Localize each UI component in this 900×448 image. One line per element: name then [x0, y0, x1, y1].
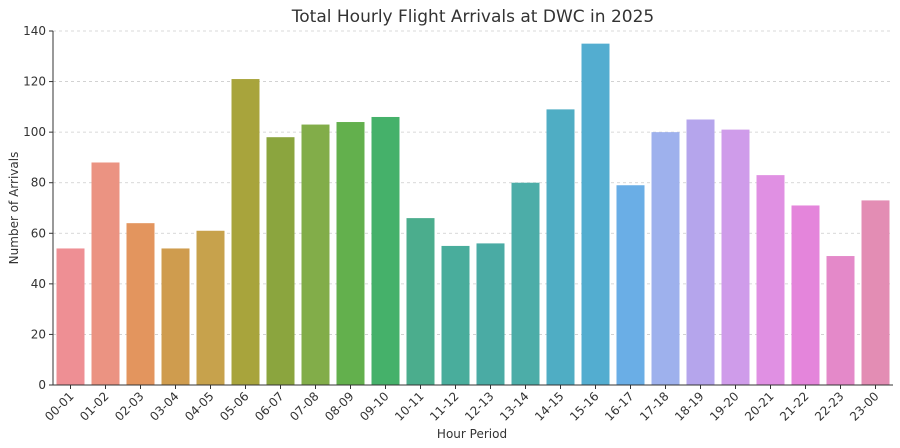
bar	[371, 116, 400, 385]
bar	[196, 230, 225, 385]
x-tick-label: 16-17	[602, 389, 637, 424]
bar	[511, 182, 540, 385]
bar	[861, 200, 890, 385]
x-tick-label: 22-23	[812, 389, 847, 424]
y-tick-label: 40	[31, 277, 46, 291]
bar	[406, 218, 435, 385]
y-tick-label: 120	[23, 75, 46, 89]
x-tick-label: 14-15	[532, 389, 567, 424]
x-tick-label: 15-16	[567, 389, 602, 424]
x-tick-label: 06-07	[252, 389, 287, 424]
bar	[686, 119, 715, 385]
bar	[651, 132, 680, 385]
x-tick-label: 12-13	[462, 389, 497, 424]
bar	[126, 223, 155, 385]
bar	[91, 162, 120, 385]
bar	[231, 79, 260, 386]
bar	[476, 243, 505, 385]
x-tick-label: 10-11	[392, 389, 427, 424]
x-tick-label: 03-04	[147, 389, 182, 424]
x-tick-label: 09-10	[357, 389, 392, 424]
x-tick-label: 07-08	[287, 389, 322, 424]
bar	[336, 122, 365, 386]
x-tick-label: 23-00	[847, 389, 882, 424]
bar	[301, 124, 330, 386]
x-tick-label: 01-02	[77, 389, 112, 424]
x-tick-label: 11-12	[427, 389, 462, 424]
x-tick-label: 19-20	[707, 389, 742, 424]
x-tick-label: 02-03	[112, 389, 147, 424]
x-axis-label: Hour Period	[437, 427, 507, 441]
x-tick-label: 04-05	[182, 389, 217, 424]
bar	[826, 256, 855, 385]
y-tick-label: 140	[23, 24, 46, 38]
bar	[616, 185, 645, 385]
x-tick-label: 18-19	[672, 389, 707, 424]
y-tick-label: 80	[31, 176, 46, 190]
x-tick-label: 00-01	[42, 389, 77, 424]
y-axis-label: Number of Arrivals	[7, 152, 21, 265]
x-tick-label: 08-09	[322, 389, 357, 424]
gridlines	[53, 30, 893, 335]
y-tick-label: 100	[23, 125, 46, 139]
x-tick-label: 05-06	[217, 389, 252, 424]
bar	[266, 137, 295, 385]
bars	[56, 43, 890, 386]
bar	[581, 43, 610, 386]
bar	[56, 248, 85, 385]
chart-title: Total Hourly Flight Arrivals at DWC in 2…	[291, 7, 654, 27]
bar	[161, 248, 190, 385]
x-tick-label: 17-18	[637, 389, 672, 424]
bar	[721, 129, 750, 385]
y-tick-label: 20	[31, 327, 46, 341]
bar	[441, 245, 470, 385]
y-tick-label: 60	[31, 226, 46, 240]
x-tick-label: 20-21	[742, 389, 777, 424]
bar	[756, 175, 785, 385]
bar	[546, 109, 575, 385]
x-tick-label: 21-22	[777, 389, 812, 424]
y-tick-label: 0	[38, 378, 46, 392]
bar	[791, 205, 820, 385]
x-tick-label: 13-14	[497, 389, 532, 424]
